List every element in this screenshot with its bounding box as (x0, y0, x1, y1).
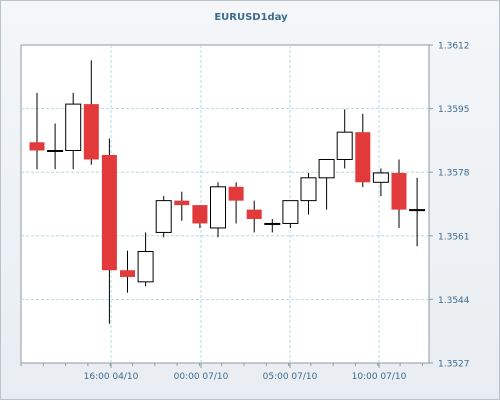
axes: 1.3612 1.3595 1.3578 1.3561 1.3544 1.3527 16:0… (20, 42, 470, 382)
candle-body-up (65, 103, 82, 152)
y-tick-label: 1.3544 (438, 296, 470, 306)
candle-body-down (246, 209, 262, 219)
x-tick-label: 05:00 07/10 (263, 372, 318, 382)
x-tick-label: 16:00 04/10 (84, 372, 139, 382)
candle-body-down (192, 205, 208, 224)
candle-body-down (391, 172, 407, 210)
candle-body-down (120, 270, 135, 277)
candle-body-down (29, 142, 45, 151)
candle-body-down (83, 104, 99, 160)
candle-body-up (409, 209, 426, 212)
candles (29, 60, 426, 324)
x-tick-label: 10:00 07/10 (352, 372, 407, 382)
candle-body-up (336, 131, 353, 160)
candle-body-down (101, 154, 117, 271)
candle-body-down (174, 200, 190, 206)
candle-body-down (355, 132, 371, 183)
candle-body-down (228, 186, 244, 201)
y-tick-label: 1.3561 (438, 232, 470, 242)
candle-body-up (372, 172, 389, 183)
y-tick-label: 1.3595 (438, 105, 470, 115)
candle-body-up (137, 251, 154, 283)
y-tick-label: 1.3612 (438, 42, 470, 52)
candle-body-up (282, 200, 299, 224)
y-tick-label: 1.3527 (438, 360, 470, 370)
x-tick-label: 00:00 07/10 (174, 372, 229, 382)
candle-body-up (155, 200, 172, 233)
candle-body-up (210, 186, 226, 229)
chart-title: EURUSD1day (214, 12, 288, 23)
candle-body-up (264, 222, 281, 225)
y-tick-label: 1.3578 (438, 169, 470, 179)
candle-body-up (47, 150, 64, 153)
candle-body-up (300, 177, 317, 202)
candle-body-up (318, 158, 335, 179)
